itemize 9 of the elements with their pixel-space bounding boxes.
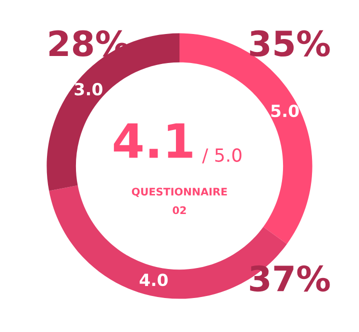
data-label: 35%: [250, 30, 330, 57]
data-label: 37%: [250, 265, 330, 292]
text: 4.1: [114, 123, 192, 158]
text: 02: [172, 206, 186, 214]
slice-label: 3.0: [74, 82, 102, 96]
text: / 5.0: [202, 148, 242, 164]
slice-label: 4.0: [140, 274, 168, 286]
slice-label: 5.0: [271, 104, 299, 118]
text: QUESTIONNAIRE: [132, 188, 227, 197]
